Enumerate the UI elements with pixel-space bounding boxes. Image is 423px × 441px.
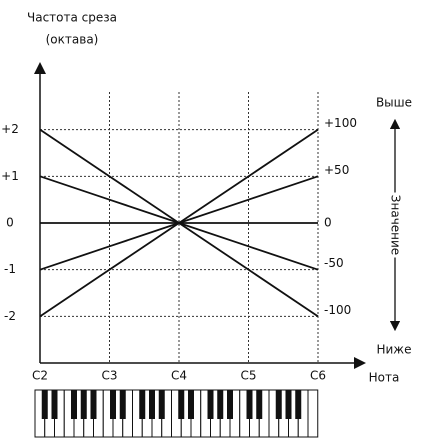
series-label: +50 [324,163,349,177]
black-key [41,390,48,419]
series-label: +100 [324,116,357,130]
black-key [158,390,165,419]
y-tick-label: +2 [1,122,19,136]
black-key [285,390,292,419]
y-tick-label: -1 [4,262,16,276]
x-tick-label: C4 [171,369,187,383]
black-key [71,390,77,419]
series-line [39,128,319,318]
value-axis-top: Выше [376,96,412,110]
y-axis-title: (октава) [46,33,99,47]
black-key [178,390,185,419]
black-key [119,390,126,419]
black-key [256,390,263,419]
y-tick-label: -2 [4,309,16,323]
x-tick-label: C2 [32,369,48,383]
white-key [307,389,319,438]
black-key [149,390,155,419]
value-axis-title: Значение [389,195,403,255]
black-key [217,390,224,419]
black-key [227,390,233,419]
black-key [207,390,214,419]
y-axis-title: Частота среза [27,11,117,25]
value-axis-bottom: Ниже [376,343,411,357]
series-label: -50 [324,256,344,270]
black-key [139,390,146,419]
black-key [188,390,194,419]
x-tick-label: C6 [310,369,326,383]
x-axis-title: Нота [369,371,400,385]
y-tick-label: +1 [1,169,19,183]
series-label: -100 [324,303,351,317]
keyboard [34,389,319,438]
x-tick-label: C3 [101,369,117,383]
black-key [80,390,87,419]
black-key [90,390,97,419]
series-label: 0 [324,216,332,230]
black-key [110,390,116,419]
black-key [275,390,282,419]
black-key [246,390,253,419]
black-key [51,390,58,419]
x-tick-label: C5 [240,369,256,383]
black-key [295,390,302,419]
y-tick-label: 0 [6,216,14,230]
